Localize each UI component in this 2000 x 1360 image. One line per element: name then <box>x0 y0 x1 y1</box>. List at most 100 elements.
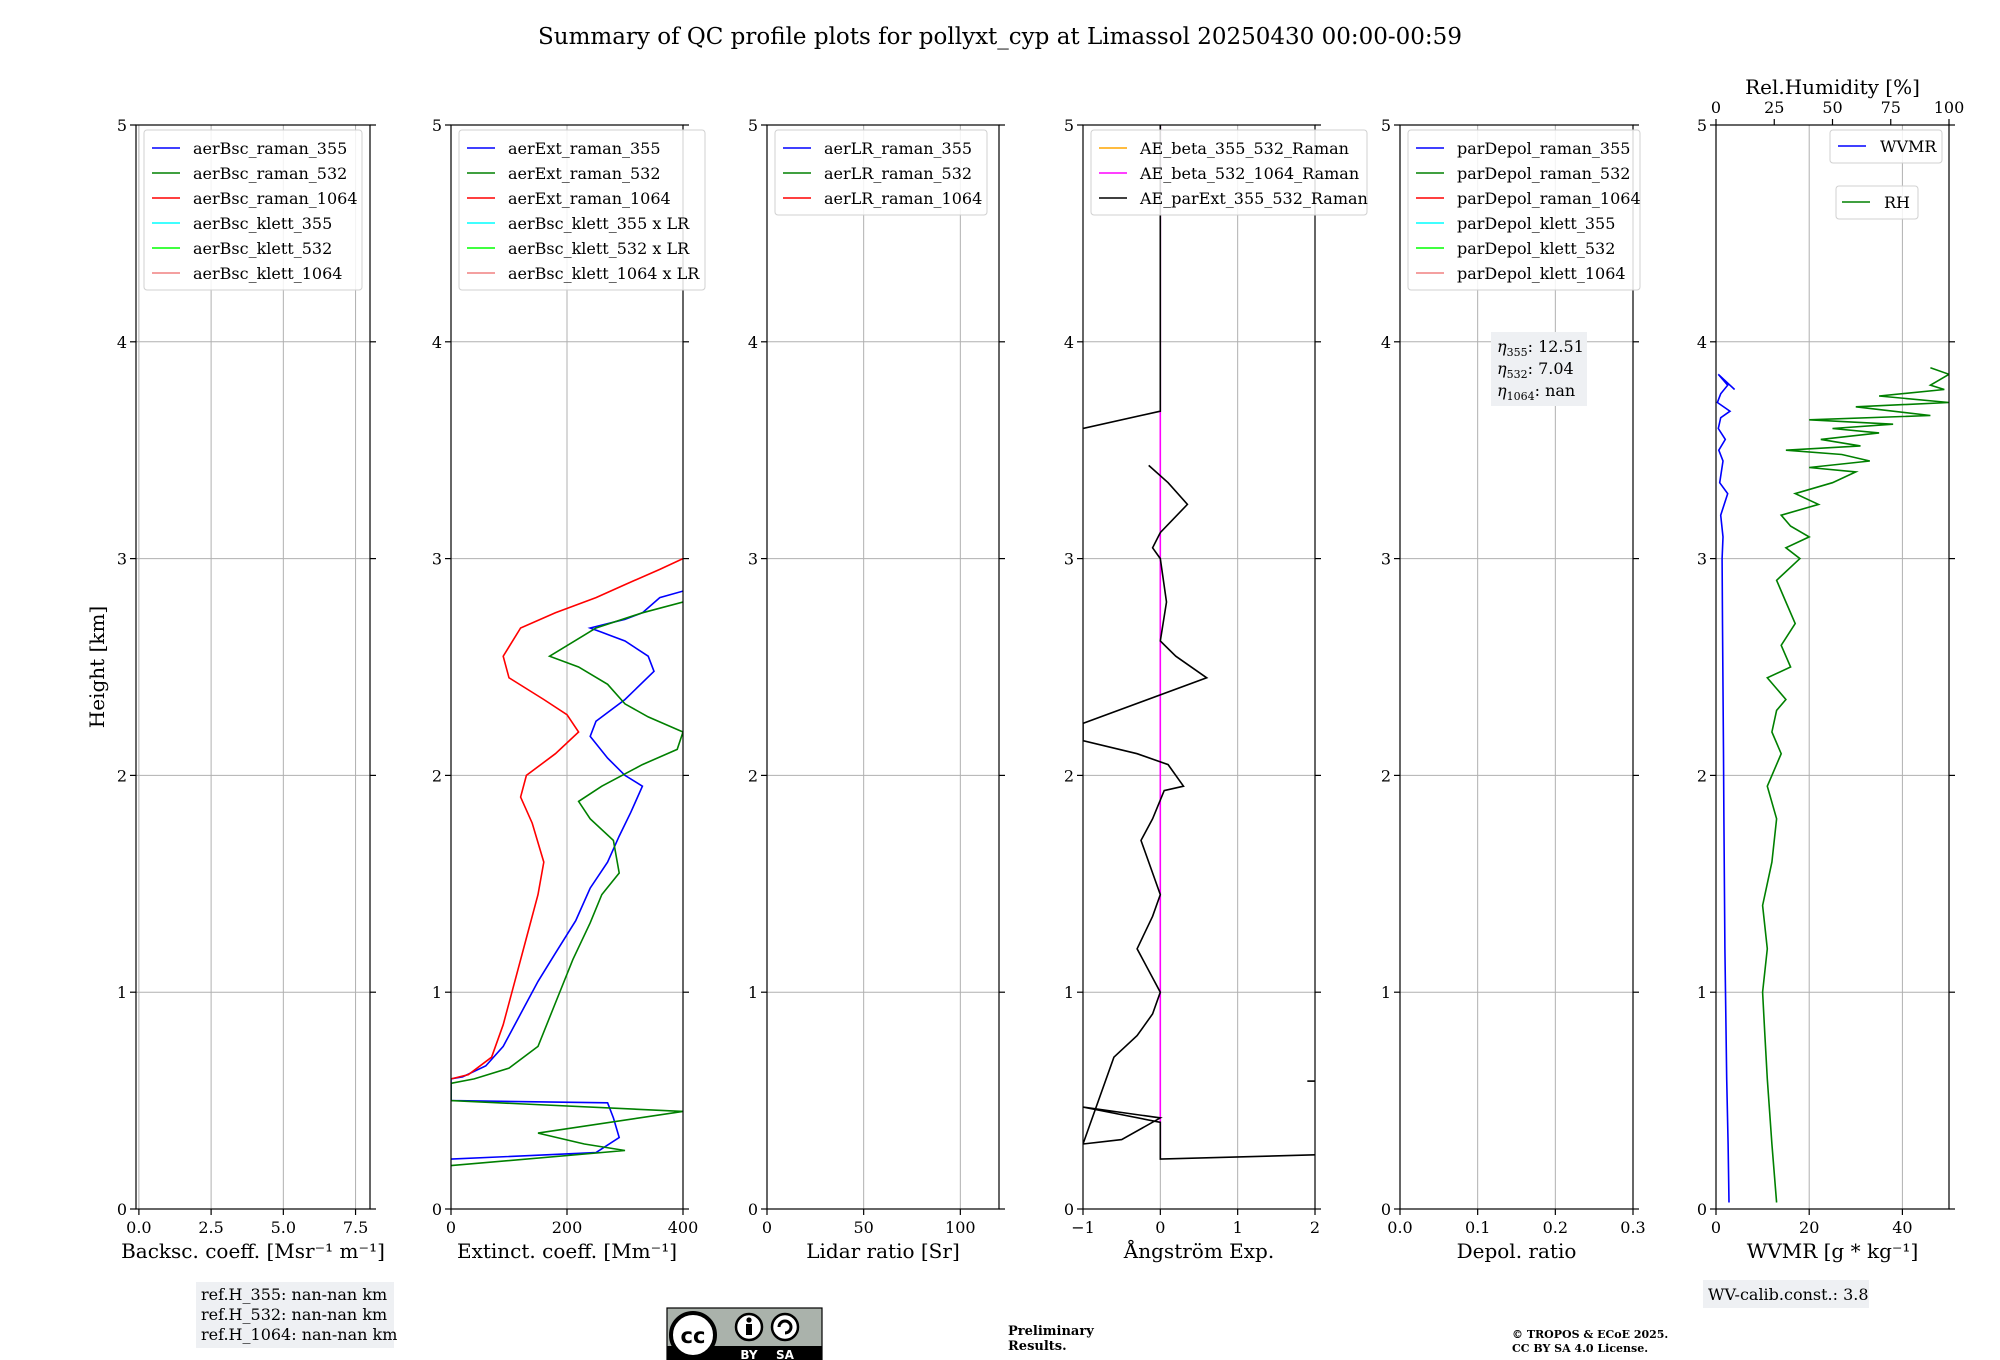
y-tick-label: 4 <box>1381 333 1391 352</box>
y-tick-label: 3 <box>432 550 442 569</box>
sa-arrow <box>777 1319 793 1335</box>
legend-label: aerBsc_raman_532 <box>193 164 347 183</box>
x-tick-label: 0.2 <box>1543 1218 1568 1237</box>
y-tick-label: 0 <box>117 1200 127 1219</box>
x-axis-label: Extinct. coeff. [Mm⁻¹] <box>457 1239 677 1263</box>
eta-symbol: η <box>1497 359 1507 378</box>
legend-box <box>1090 129 1368 216</box>
ref-height-text: ref.H_532: nan-nan km <box>201 1305 387 1324</box>
panel-3: 0 50 100 0 1 2 3 4 5 Lidar ratio [Sr] aerLR_raman_… <box>748 116 1005 1263</box>
legend-label: aerExt_raman_1064 <box>508 189 671 208</box>
x-axis-label: Lidar ratio [Sr] <box>806 1239 960 1263</box>
series-line-aerExt_raman_1064 <box>451 557 683 1080</box>
legend-label: parDepol_raman_1064 <box>1457 189 1641 208</box>
legend-label: aerBsc_raman_1064 <box>193 189 358 208</box>
legend-label: aerBsc_klett_355 <box>193 214 332 233</box>
x-tick-label: 200 <box>552 1218 583 1237</box>
y-tick-label: 1 <box>117 983 127 1002</box>
y-tick-label: 0 <box>1381 1200 1391 1219</box>
y-tick-label: 3 <box>1381 550 1391 569</box>
x-tick-label: 40 <box>1892 1218 1912 1237</box>
y-tick-label: 4 <box>1064 333 1074 352</box>
x2-axis-label: Rel.Humidity [%] <box>1745 75 1920 99</box>
legend-label: parDepol_raman_532 <box>1457 164 1630 183</box>
y-tick-label: 1 <box>432 983 442 1002</box>
footer: cc BY SA Preliminary Results. © TROPOS &… <box>666 1307 1668 1360</box>
legend-label: parDepol_raman_355 <box>1457 139 1630 158</box>
y-tick-label: 2 <box>432 766 442 785</box>
sa-share-alike-icon <box>770 1312 800 1342</box>
eta-subscript: 1064 <box>1507 390 1535 403</box>
eta-value: : 7.04 <box>1528 359 1574 378</box>
eta-symbol: η <box>1497 337 1507 356</box>
axes-frame <box>1399 124 1634 1210</box>
cc-icon-letters: cc <box>681 1324 706 1348</box>
legend-label: aerBsc_klett_1064 <box>193 264 342 283</box>
panel-1: 0.0 2.5 5.0 7.5 0 1 2 3 4 5 Backsc. coeff. [Msr⁻¹ … <box>85 116 397 1348</box>
axes-frame <box>135 124 371 1210</box>
y-tick-label: 3 <box>117 550 127 569</box>
eta-text: η532: 7.04 <box>1497 359 1574 381</box>
series-line-segment <box>1083 125 1162 430</box>
x-tick-label: 0.0 <box>1387 1218 1412 1237</box>
legend-label: parDepol_klett_532 <box>1457 239 1615 258</box>
y-tick-label: 0 <box>432 1200 442 1219</box>
x-tick-label: 20 <box>1799 1218 1819 1237</box>
x-tick-label: 0 <box>446 1218 456 1237</box>
eta-text: η1064: nan <box>1497 381 1575 403</box>
x-axis-label: Depol. ratio <box>1457 1239 1577 1263</box>
y-tick-label: 4 <box>117 333 127 352</box>
axes-frame <box>450 124 684 1210</box>
copyright-line2: CC BY SA 4.0 License. <box>1512 1342 1648 1355</box>
legend-box-wvmr <box>1829 129 1943 164</box>
x-tick-label: 100 <box>945 1218 976 1237</box>
eta-symbol: η <box>1497 381 1507 400</box>
y-tick-label: 1 <box>1381 983 1391 1002</box>
panels: 0.0 2.5 5.0 7.5 0 1 2 3 4 5 Backsc. coeff. [Msr⁻¹ … <box>85 75 1964 1348</box>
y-tick-label: 5 <box>1381 116 1391 135</box>
series-line-aerExt_raman_355 <box>451 590 683 1160</box>
series-line-AE_parExt_355_532_Raman <box>1083 464 1315 1160</box>
legend-label: aerBsc_klett_355 x LR <box>508 214 690 233</box>
legend-label: AE_beta_355_532_Raman <box>1139 139 1349 158</box>
y-tick-label: 2 <box>1381 766 1391 785</box>
eta-subscript: 355 <box>1507 346 1528 359</box>
y-tick-label: 4 <box>1697 333 1707 352</box>
sa-label: SA <box>776 1348 795 1360</box>
eta-box <box>1491 332 1587 406</box>
y-tick-label: 5 <box>1064 116 1074 135</box>
y-tick-label: 4 <box>432 333 442 352</box>
legend-label: parDepol_klett_355 <box>1457 214 1615 233</box>
x-tick-label: 2.5 <box>198 1218 223 1237</box>
x-tick-label: 5.0 <box>271 1218 296 1237</box>
legend-label: aerLR_raman_355 <box>824 139 972 158</box>
cc-license-logo: cc BY SA <box>666 1307 823 1360</box>
eta-value: : 12.51 <box>1528 337 1584 356</box>
legend-box <box>143 129 363 291</box>
y-tick-label: 4 <box>748 333 758 352</box>
legend-label: AE_parExt_355_532_Raman <box>1139 189 1368 208</box>
y-tick-label: 3 <box>1697 550 1707 569</box>
x-axis-label: Ångström Exp. <box>1123 1238 1274 1263</box>
legend-label: aerExt_raman_355 <box>508 139 661 158</box>
y-tick-label: 2 <box>1064 766 1074 785</box>
y-tick-label: 5 <box>748 116 758 135</box>
series-line-aerExt_raman_532 <box>451 601 683 1167</box>
preliminary-results-line2: Results. <box>1008 1339 1067 1354</box>
y-axis-label: Height [km] <box>85 606 109 728</box>
y-tick-label: 1 <box>748 983 758 1002</box>
y-tick-label: 5 <box>117 116 127 135</box>
legend-label: aerBsc_klett_532 x LR <box>508 239 690 258</box>
y-tick-label: 2 <box>117 766 127 785</box>
copyright-line1: © TROPOS & ECoE 2025. <box>1512 1328 1668 1341</box>
x-tick-label: 50 <box>853 1218 873 1237</box>
y-tick-label: 3 <box>1064 550 1074 569</box>
cc-icon <box>669 1311 717 1359</box>
y-tick-label: 3 <box>748 550 758 569</box>
x2-tick-label: 0 <box>1711 98 1721 117</box>
panel-5: 0.0 0.1 0.2 0.3 0 1 2 3 4 5 Depol. ratio parDepol_r… <box>1381 116 1646 1263</box>
x-tick-label: 1 <box>1233 1218 1243 1237</box>
y-tick-label: 1 <box>1697 983 1707 1002</box>
x-tick-label: 0 <box>762 1218 772 1237</box>
